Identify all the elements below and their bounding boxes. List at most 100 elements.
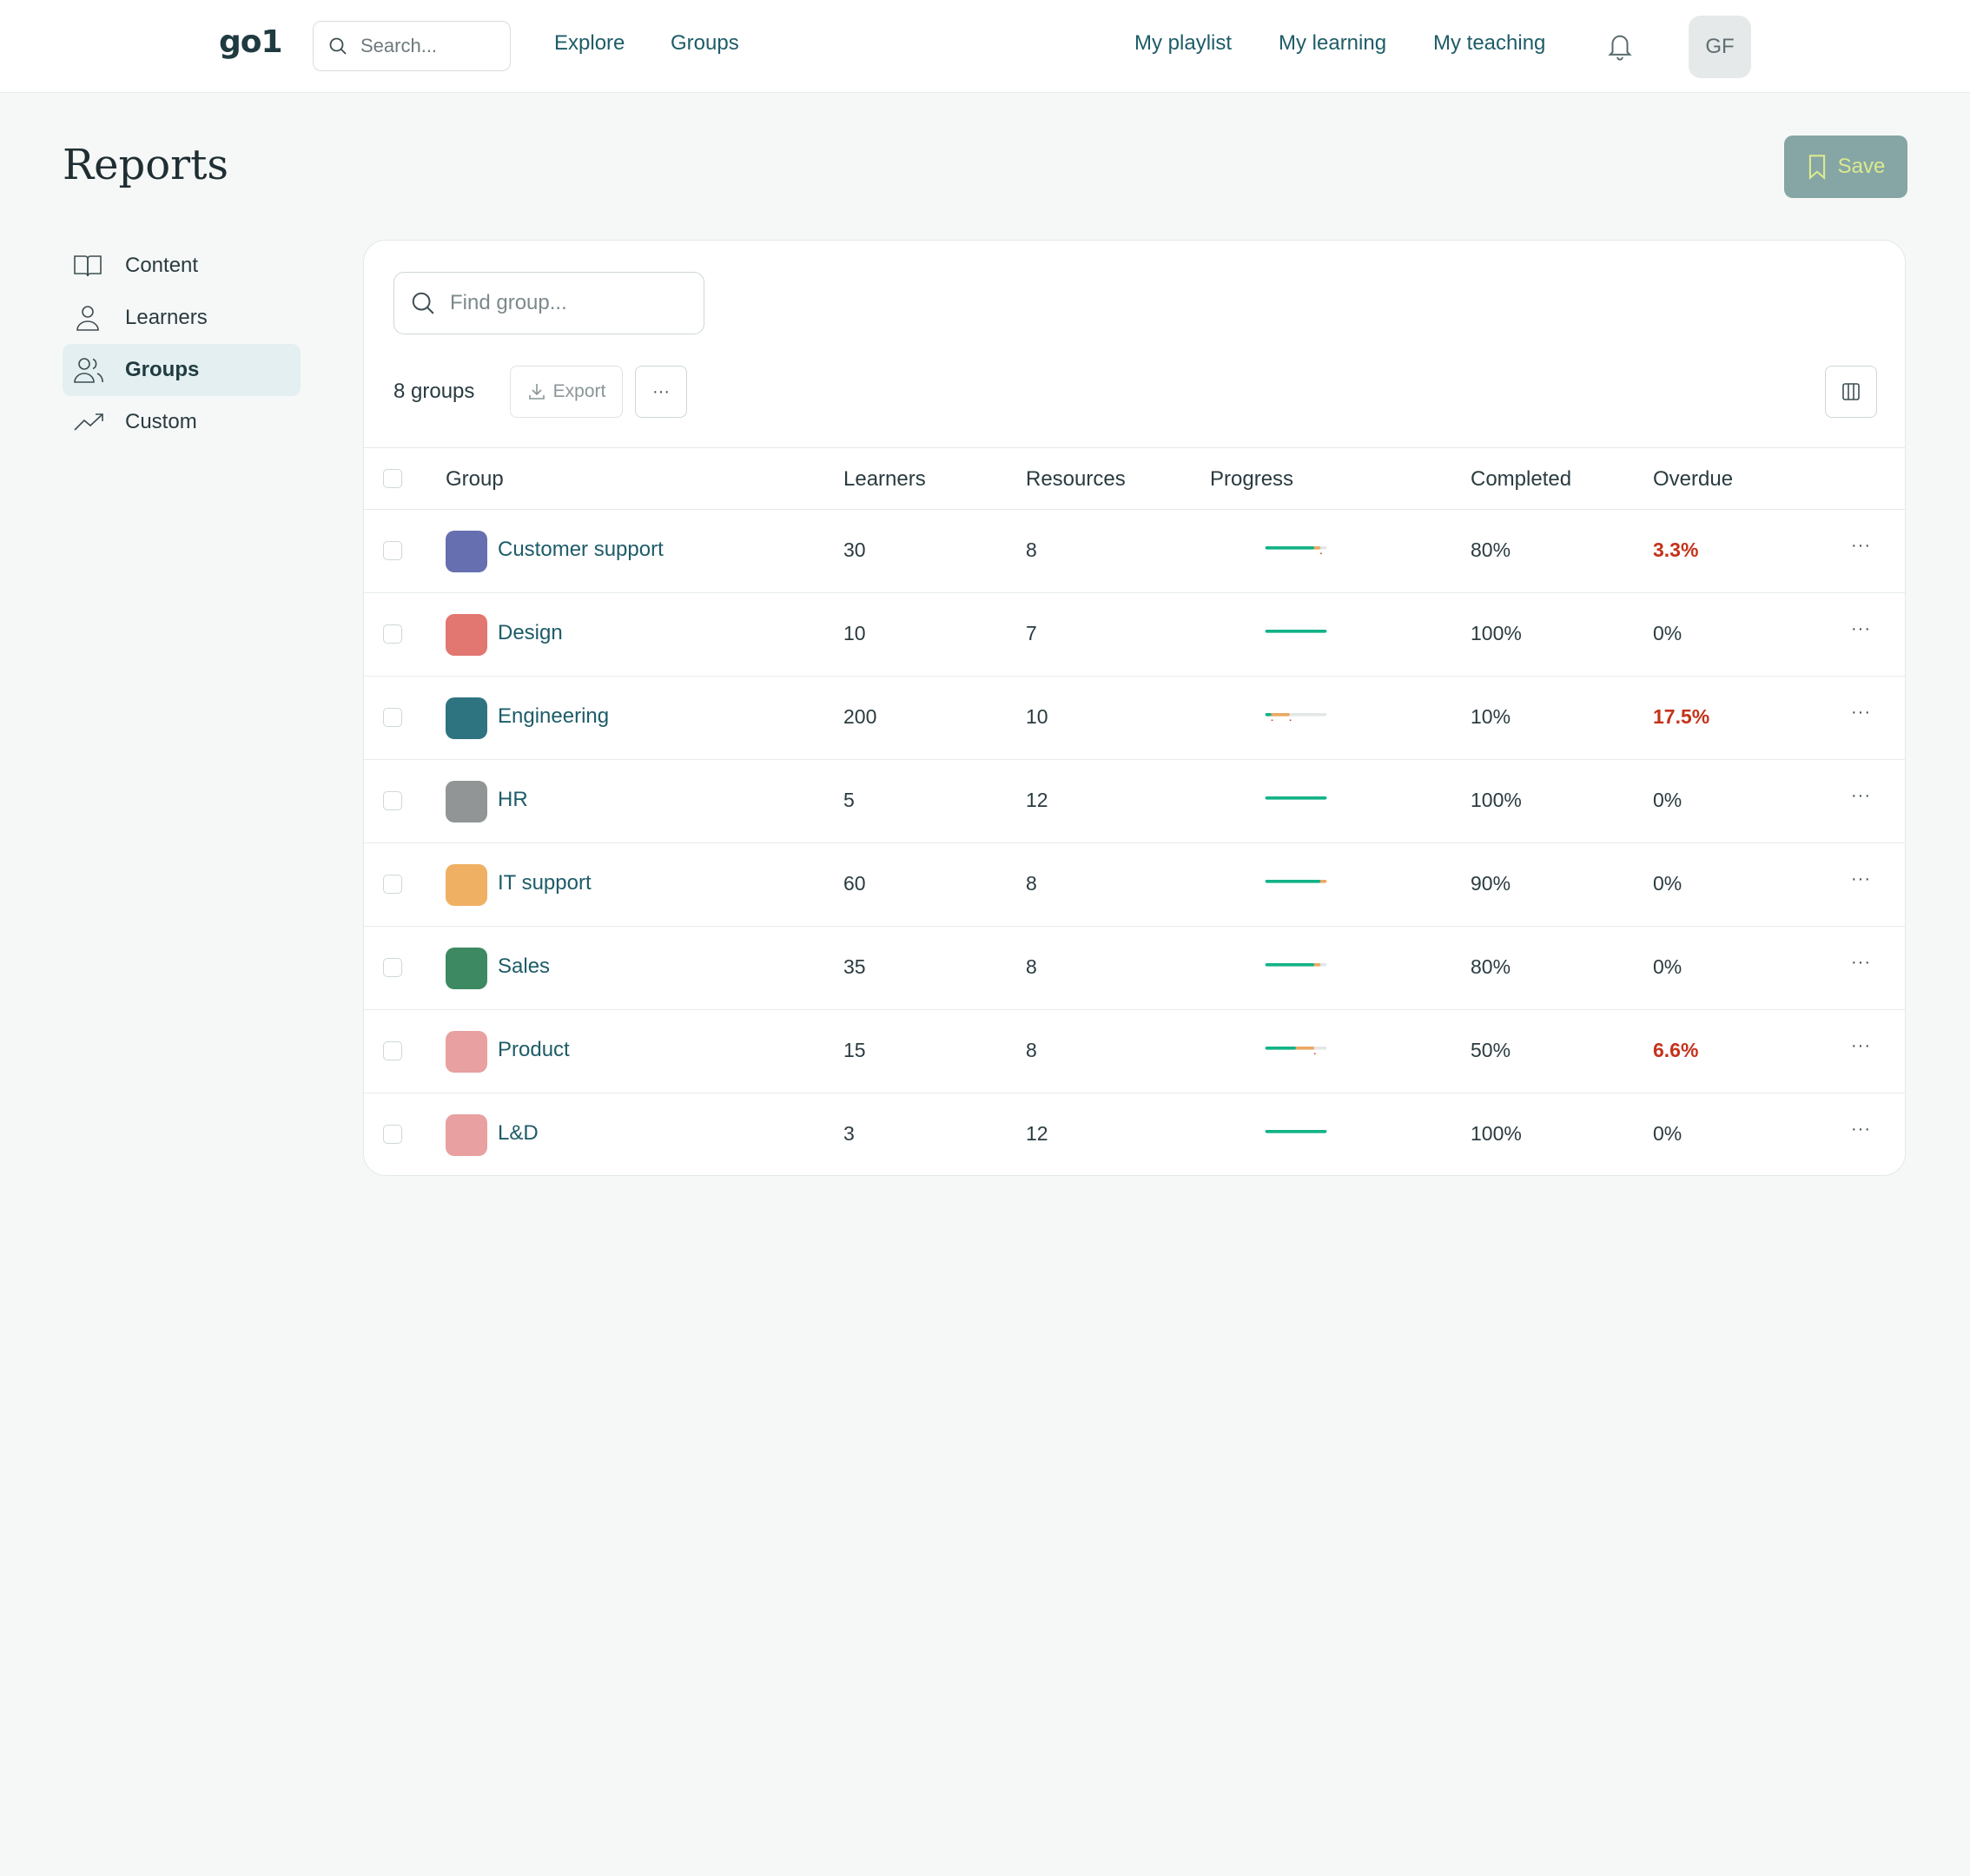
groups-report-card: 8 groups Export ··· Group Learners Resou… xyxy=(363,240,1906,1176)
group-name-link[interactable]: Design xyxy=(498,621,563,644)
progress-in-progress-segment xyxy=(1312,963,1321,967)
nav-link-my-teaching[interactable]: My teaching xyxy=(1433,31,1546,55)
group-name-link[interactable]: HR xyxy=(498,788,528,811)
group-name-link[interactable]: Engineering xyxy=(498,704,610,728)
resources-count: 8 xyxy=(1026,955,1037,978)
row-more-menu[interactable]: ··· xyxy=(1851,1120,1871,1139)
sidebar-item-content[interactable]: Content xyxy=(63,240,301,292)
learners-count: 200 xyxy=(843,705,877,728)
table-row[interactable]: L&D 3 12 100% 0% ··· xyxy=(364,1093,1905,1175)
download-icon xyxy=(528,384,545,400)
progress-bar xyxy=(1265,1130,1327,1133)
user-avatar[interactable]: GF xyxy=(1689,16,1751,78)
learners-count: 3 xyxy=(843,1122,855,1145)
column-header-group[interactable]: Group xyxy=(446,467,504,491)
sidebar-item-label: Content xyxy=(125,254,199,277)
columns-toggle-button[interactable] xyxy=(1825,366,1877,418)
search-icon xyxy=(412,292,434,314)
table-row[interactable]: Sales 35 8 80% 0% ··· xyxy=(364,927,1905,1010)
page-title: Reports xyxy=(63,141,229,189)
row-more-menu[interactable]: ··· xyxy=(1851,703,1871,722)
sidebar-item-label: Custom xyxy=(125,410,197,433)
progress-completed-segment xyxy=(1265,1130,1327,1133)
sidebar-item-custom[interactable]: Custom xyxy=(63,396,301,448)
row-more-menu[interactable]: ··· xyxy=(1851,953,1871,972)
column-header-progress[interactable]: Progress xyxy=(1210,467,1294,491)
more-actions-button[interactable]: ··· xyxy=(635,366,687,418)
go1-logo[interactable]: go1 xyxy=(219,24,283,60)
export-button-label: Export xyxy=(552,381,606,401)
column-header-completed[interactable]: Completed xyxy=(1471,467,1572,491)
row-checkbox[interactable] xyxy=(383,624,402,644)
overdue-marker xyxy=(1320,552,1322,555)
sidebar-item-label: Learners xyxy=(125,306,208,329)
group-color-swatch xyxy=(446,1031,487,1073)
find-group-input[interactable] xyxy=(448,290,678,316)
learners-count: 5 xyxy=(843,789,855,811)
row-more-menu[interactable]: ··· xyxy=(1851,536,1871,555)
progress-bar xyxy=(1265,880,1327,883)
column-header-learners[interactable]: Learners xyxy=(843,467,926,491)
progress-bar xyxy=(1265,713,1327,722)
overdue-marker xyxy=(1289,719,1292,722)
sidebar-item-learners[interactable]: Learners xyxy=(63,292,301,344)
table-row[interactable]: IT support 60 8 90% 0% ··· xyxy=(364,843,1905,927)
row-checkbox[interactable] xyxy=(383,708,402,727)
nav-link-my-playlist[interactable]: My playlist xyxy=(1134,31,1233,55)
resources-count: 7 xyxy=(1026,622,1037,644)
nav-link-explore[interactable]: Explore xyxy=(554,31,625,55)
nav-link-my-learning[interactable]: My learning xyxy=(1279,31,1387,55)
table-row[interactable]: Customer support 30 8 80% 3.3% ··· xyxy=(364,510,1905,593)
completed-percent: 100% xyxy=(1471,789,1522,811)
row-checkbox[interactable] xyxy=(383,1125,402,1144)
bell-icon[interactable] xyxy=(1605,30,1635,63)
table-row[interactable]: HR 5 12 100% 0% ··· xyxy=(364,760,1905,843)
row-more-menu[interactable]: ··· xyxy=(1851,869,1871,888)
overdue-percent: 6.6% xyxy=(1653,1039,1699,1061)
group-name-link[interactable]: L&D xyxy=(498,1121,539,1145)
row-checkbox[interactable] xyxy=(383,541,402,560)
learners-count: 60 xyxy=(843,872,866,895)
column-header-overdue[interactable]: Overdue xyxy=(1653,467,1734,491)
row-more-menu[interactable]: ··· xyxy=(1851,619,1871,638)
reports-sidebar: Content Learners Groups Custom xyxy=(63,240,301,448)
completed-percent: 10% xyxy=(1471,705,1511,728)
sidebar-item-groups[interactable]: Groups xyxy=(63,344,301,396)
overdue-marker xyxy=(1313,1053,1316,1055)
row-checkbox[interactable] xyxy=(383,875,402,894)
resources-count: 10 xyxy=(1026,705,1048,728)
nav-link-groups[interactable]: Groups xyxy=(671,31,739,55)
find-group-search[interactable] xyxy=(393,272,704,334)
group-color-swatch xyxy=(446,781,487,822)
users-icon xyxy=(74,358,103,383)
resources-count: 8 xyxy=(1026,538,1037,561)
row-checkbox[interactable] xyxy=(383,791,402,810)
overdue-percent: 0% xyxy=(1653,872,1682,895)
row-more-menu[interactable]: ··· xyxy=(1851,786,1871,805)
select-all-checkbox[interactable] xyxy=(383,469,402,488)
progress-bar xyxy=(1265,963,1327,967)
group-name-link[interactable]: Product xyxy=(498,1038,570,1061)
table-row[interactable]: Product 15 8 50% 6.6% ··· xyxy=(364,1010,1905,1093)
group-name-link[interactable]: IT support xyxy=(498,871,592,895)
row-checkbox[interactable] xyxy=(383,1041,402,1060)
column-header-resources[interactable]: Resources xyxy=(1026,467,1126,491)
export-button[interactable]: Export xyxy=(510,366,623,418)
group-name-link[interactable]: Sales xyxy=(498,955,551,978)
save-button[interactable]: Save xyxy=(1784,135,1907,198)
table-row[interactable]: Engineering 200 10 10% 17.5% ··· xyxy=(364,677,1905,760)
global-search[interactable] xyxy=(313,21,511,71)
progress-in-progress-segment xyxy=(1294,1047,1315,1050)
group-color-swatch xyxy=(446,1114,487,1156)
progress-completed-segment xyxy=(1265,546,1315,550)
overdue-percent: 0% xyxy=(1653,789,1682,811)
row-checkbox[interactable] xyxy=(383,958,402,977)
learners-count: 10 xyxy=(843,622,866,644)
progress-in-progress-segment xyxy=(1270,713,1290,717)
row-more-menu[interactable]: ··· xyxy=(1851,1036,1871,1055)
progress-completed-segment xyxy=(1265,1047,1296,1050)
overdue-percent: 0% xyxy=(1653,1122,1682,1145)
table-row[interactable]: Design 10 7 100% 0% ··· xyxy=(364,593,1905,677)
group-name-link[interactable]: Customer support xyxy=(498,538,664,561)
global-search-input[interactable] xyxy=(359,34,492,58)
